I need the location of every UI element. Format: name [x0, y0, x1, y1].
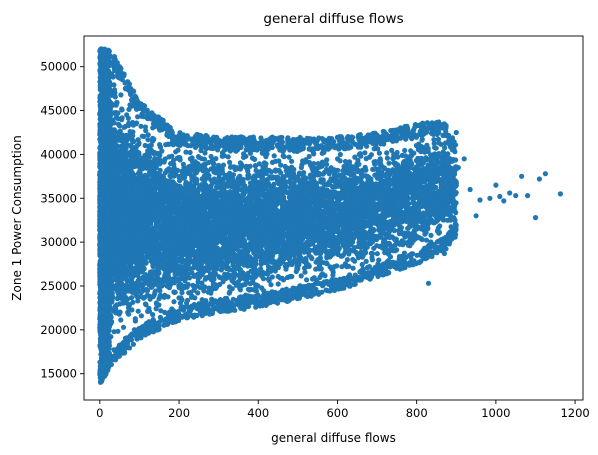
data-point: [153, 306, 159, 312]
data-point: [352, 154, 358, 160]
data-point: [184, 297, 191, 303]
data-point: [431, 137, 437, 143]
data-point: [321, 169, 328, 175]
data-point: [252, 156, 258, 162]
data-point: [319, 163, 325, 169]
data-point: [162, 309, 168, 315]
data-point: [376, 150, 382, 156]
data-point: [271, 153, 277, 159]
data-point: [286, 154, 292, 160]
data-point: [369, 257, 375, 263]
data-point: [225, 271, 231, 278]
data-point: [177, 300, 183, 306]
data-point: [386, 160, 392, 166]
data-point: [145, 308, 151, 314]
data-point: [337, 158, 343, 164]
data-point: [357, 151, 363, 157]
data-point: [145, 132, 151, 138]
data-point: [230, 172, 237, 178]
data-point: [337, 151, 343, 158]
data-point: [352, 258, 358, 264]
data-point: [315, 161, 321, 167]
data-point: [428, 232, 434, 238]
data-point: [275, 281, 281, 287]
data-point: [369, 251, 376, 257]
data-point: [171, 299, 177, 305]
data-point: [201, 156, 208, 162]
data-point: [126, 311, 132, 317]
data-points: [97, 46, 564, 385]
data-point: [113, 310, 119, 316]
data-point: [359, 261, 365, 268]
data-point: [228, 176, 234, 183]
data-point: [135, 298, 141, 304]
data-point: [202, 150, 208, 156]
data-point: [311, 151, 317, 157]
data-point: [330, 177, 336, 183]
data-point: [384, 150, 390, 156]
data-point: [289, 158, 295, 164]
data-point: [130, 119, 136, 126]
data-point: [363, 258, 369, 264]
data-point: [118, 92, 124, 98]
data-point: [237, 160, 243, 166]
data-point: [127, 102, 133, 108]
data-point: [179, 290, 185, 296]
data-point: [259, 150, 265, 156]
data-point: [368, 152, 374, 158]
data-point: [326, 171, 332, 177]
data-point: [384, 231, 390, 237]
data-point: [117, 123, 123, 129]
data-point: [171, 289, 177, 295]
data-point: [115, 328, 121, 334]
data-point: [324, 157, 330, 163]
data-point: [355, 255, 361, 261]
data-point: [279, 275, 285, 281]
data-point: [268, 282, 274, 288]
data-point: [384, 155, 390, 161]
chart-title: general diffuse flows: [263, 11, 403, 27]
data-point: [338, 253, 344, 259]
data-point: [227, 159, 233, 165]
data-point: [272, 268, 278, 274]
